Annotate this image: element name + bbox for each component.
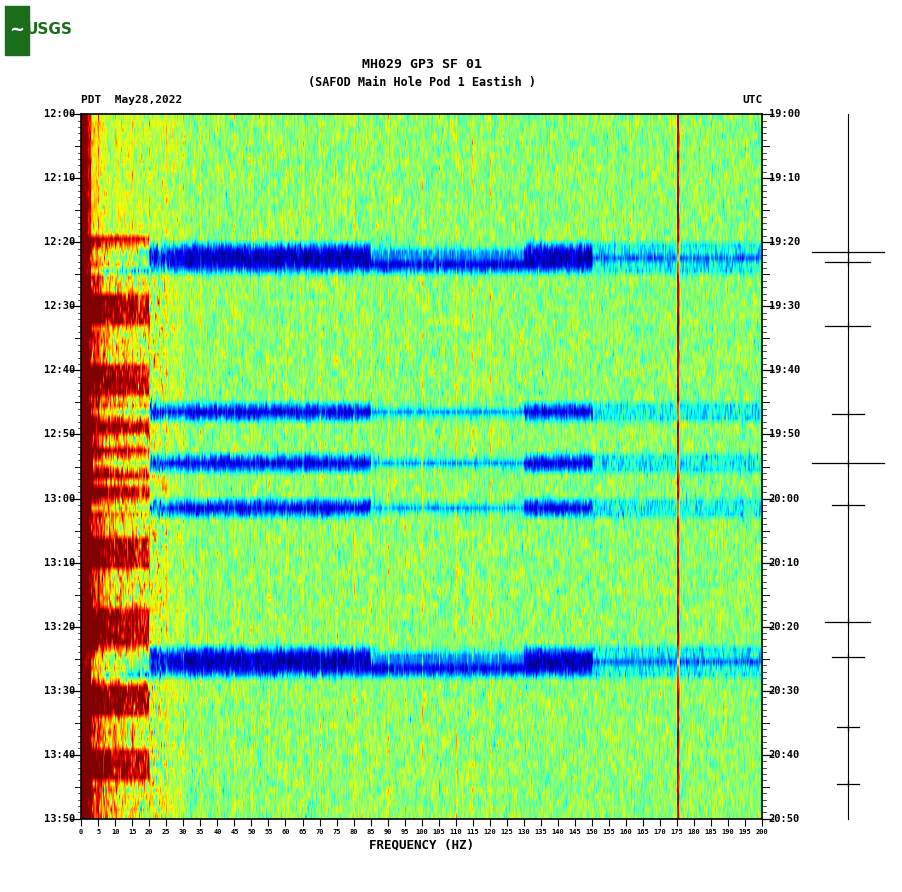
Text: 19:10: 19:10 xyxy=(769,173,800,183)
Text: 20:00: 20:00 xyxy=(769,493,800,504)
Text: ~: ~ xyxy=(9,21,24,38)
X-axis label: FREQUENCY (HZ): FREQUENCY (HZ) xyxy=(369,838,474,852)
Text: 19:20: 19:20 xyxy=(769,237,800,247)
Text: 12:10: 12:10 xyxy=(43,173,75,183)
Text: 13:20: 13:20 xyxy=(43,622,75,632)
Text: 19:50: 19:50 xyxy=(769,429,800,440)
Text: 13:50: 13:50 xyxy=(43,814,75,824)
Text: (SAFOD Main Hole Pod 1 Eastish ): (SAFOD Main Hole Pod 1 Eastish ) xyxy=(308,76,536,89)
Text: 12:50: 12:50 xyxy=(43,429,75,440)
Text: 20:50: 20:50 xyxy=(769,814,800,824)
Text: 12:00: 12:00 xyxy=(43,109,75,120)
Text: 19:30: 19:30 xyxy=(769,301,800,311)
Text: 13:30: 13:30 xyxy=(43,686,75,696)
Bar xyxy=(5,6,29,55)
Text: 20:10: 20:10 xyxy=(769,558,800,567)
Text: 20:30: 20:30 xyxy=(769,686,800,696)
Text: 13:10: 13:10 xyxy=(43,558,75,567)
Text: 20:40: 20:40 xyxy=(769,750,800,760)
Text: 12:30: 12:30 xyxy=(43,301,75,311)
Text: 12:20: 12:20 xyxy=(43,237,75,247)
Text: USGS: USGS xyxy=(25,22,72,37)
Text: 12:40: 12:40 xyxy=(43,366,75,376)
Text: 19:00: 19:00 xyxy=(769,109,800,120)
Text: PDT  May28,2022: PDT May28,2022 xyxy=(81,95,182,105)
Text: 19:40: 19:40 xyxy=(769,366,800,376)
Text: MH029 GP3 SF 01: MH029 GP3 SF 01 xyxy=(362,58,482,71)
Text: 13:40: 13:40 xyxy=(43,750,75,760)
Text: UTC: UTC xyxy=(742,95,762,105)
Text: 20:20: 20:20 xyxy=(769,622,800,632)
Text: 13:00: 13:00 xyxy=(43,493,75,504)
